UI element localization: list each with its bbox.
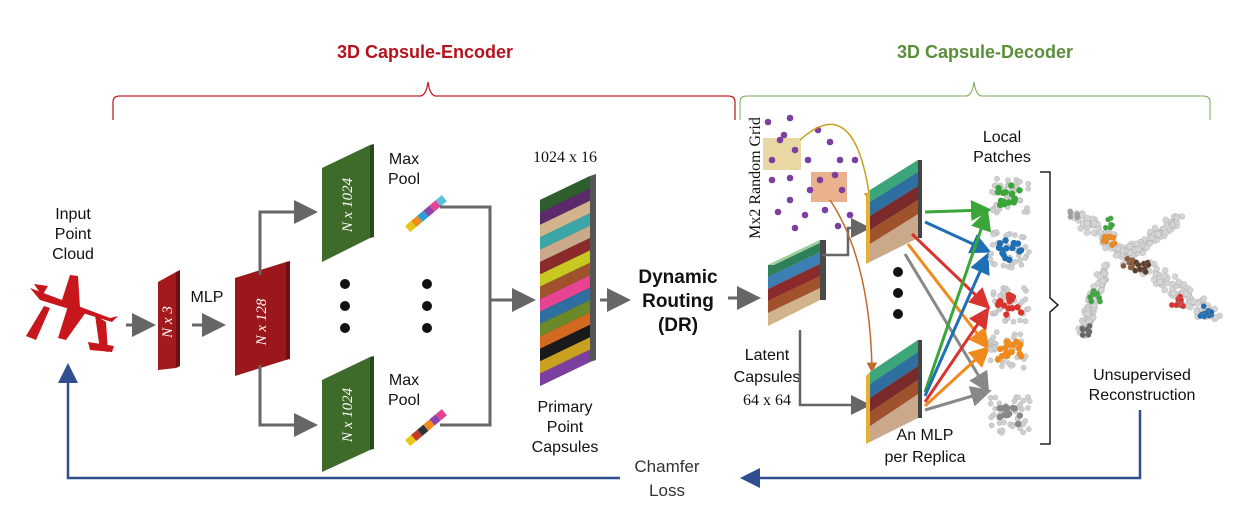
nx128-label: N x 128 xyxy=(254,298,270,346)
encoder-brace xyxy=(112,81,736,120)
chamfer-label-1: Chamfer xyxy=(634,457,700,476)
arrow-latent-to-replica-bottom xyxy=(798,330,871,415)
dr-label-2: Routing xyxy=(642,291,714,312)
local-patches-label-2: Patches xyxy=(973,149,1031,166)
input-airplane xyxy=(26,275,118,352)
chamfer-label-2: Loss xyxy=(649,481,685,500)
latent-capsules-block xyxy=(768,240,826,326)
latent-label-2: Capsules xyxy=(734,369,801,386)
nx1024-bottom-label: N x 1024 xyxy=(340,387,356,443)
pooled-vector-top xyxy=(405,195,447,233)
patches-brace xyxy=(1040,171,1060,445)
input-label-1: Input xyxy=(55,206,91,223)
random-grid-label: Mx2 Random Grid xyxy=(747,117,764,239)
input-label-2: Point xyxy=(55,226,92,243)
input-label-3: Cloud xyxy=(52,246,94,263)
replica-block-top xyxy=(866,160,922,264)
mlp-replica-label-2: per Replica xyxy=(885,449,966,466)
reconstructed-airplane xyxy=(1067,208,1223,339)
recon-label-1: Unsupervised xyxy=(1093,367,1191,384)
mlp-replica-arrows xyxy=(903,199,992,412)
mlp-label: MLP xyxy=(191,289,224,306)
loss-arrow-right xyxy=(740,410,1142,488)
merge-connector xyxy=(440,205,492,427)
primary-label-3: Capsules xyxy=(532,439,599,456)
dr-label-3: (DR) xyxy=(658,315,698,336)
branch-top-arrow xyxy=(258,200,318,275)
maxpool-bottom-label-1: Max xyxy=(389,372,419,389)
arrow-grid-to-replica-top xyxy=(799,123,875,203)
arrow-grid-to-replica-bottom xyxy=(829,199,878,373)
mlp-replica-label-1: An MLP xyxy=(897,427,954,444)
maxpool-top-label-1: Max xyxy=(389,151,419,168)
decoder-title: 3D Capsule-Decoder xyxy=(897,42,1073,62)
arrow-latent-to-replica-top xyxy=(822,218,871,257)
primary-label-2: Point xyxy=(547,419,584,436)
primary-capsules-block xyxy=(540,174,596,386)
nx3-block: N x 3 xyxy=(158,270,180,370)
branch-bottom-arrow xyxy=(258,365,318,437)
maxpool-top-label-2: Pool xyxy=(388,171,420,188)
encoder-title: 3D Capsule-Encoder xyxy=(337,42,513,62)
ellipsis-dots-right xyxy=(893,267,903,319)
nx3-label: N x 3 xyxy=(160,306,176,339)
local-patches-label-1: Local xyxy=(983,129,1021,146)
primary-label-1: Primary xyxy=(537,399,592,416)
latent-dim-label: 64 x 64 xyxy=(743,392,791,409)
loss-arrow-left xyxy=(58,363,620,480)
recon-label-2: Reconstruction xyxy=(1089,387,1196,404)
dr-label-1: Dynamic xyxy=(638,267,718,288)
nx128-block: N x 128 xyxy=(235,261,290,376)
random-grid-points xyxy=(764,114,859,232)
pooled-vector-bottom xyxy=(405,409,447,447)
latent-label-1: Latent xyxy=(745,347,790,364)
maxpool-bottom-label-2: Pool xyxy=(388,392,420,409)
ellipsis-dots-left xyxy=(340,279,432,333)
primary-dim-label: 1024 x 16 xyxy=(533,149,597,166)
replica-block-bottom xyxy=(866,340,922,444)
nx1024-bottom-block: N x 1024 xyxy=(322,356,374,472)
nx1024-top-label: N x 1024 xyxy=(340,177,356,233)
grid-patch-yellow xyxy=(763,138,801,170)
nx1024-top-block: N x 1024 xyxy=(322,144,374,262)
local-patches xyxy=(987,176,1033,436)
decoder-brace xyxy=(739,81,1211,120)
